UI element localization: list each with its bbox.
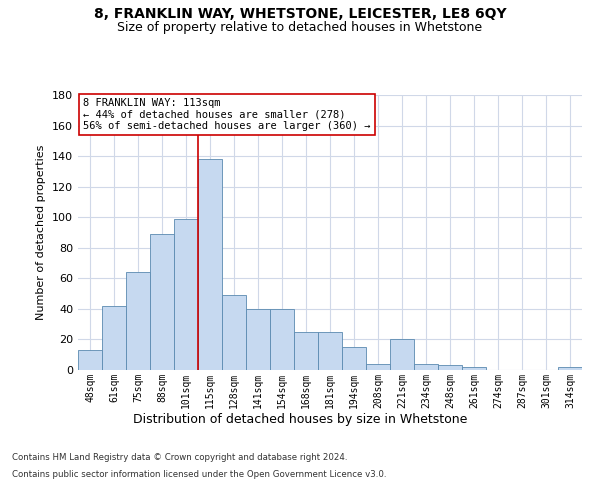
Bar: [150, 234, 174, 370]
Text: 8 FRANKLIN WAY: 113sqm
← 44% of detached houses are smaller (278)
56% of semi-de: 8 FRANKLIN WAY: 113sqm ← 44% of detached…: [83, 98, 371, 131]
Bar: [366, 364, 390, 370]
Bar: [294, 332, 318, 370]
Bar: [462, 367, 486, 370]
Bar: [198, 159, 222, 370]
Bar: [558, 367, 582, 370]
Bar: [438, 366, 462, 370]
Bar: [102, 306, 126, 370]
Text: Distribution of detached houses by size in Whetstone: Distribution of detached houses by size …: [133, 412, 467, 426]
Text: Size of property relative to detached houses in Whetstone: Size of property relative to detached ho…: [118, 21, 482, 34]
Text: Contains public sector information licensed under the Open Government Licence v3: Contains public sector information licen…: [12, 470, 386, 479]
Bar: [246, 309, 270, 370]
Bar: [270, 309, 294, 370]
Bar: [390, 340, 414, 370]
Bar: [174, 219, 198, 370]
Bar: [222, 295, 246, 370]
Bar: [78, 350, 102, 370]
Y-axis label: Number of detached properties: Number of detached properties: [37, 145, 46, 320]
Text: Contains HM Land Registry data © Crown copyright and database right 2024.: Contains HM Land Registry data © Crown c…: [12, 452, 347, 462]
Bar: [318, 332, 342, 370]
Bar: [414, 364, 438, 370]
Text: 8, FRANKLIN WAY, WHETSTONE, LEICESTER, LE8 6QY: 8, FRANKLIN WAY, WHETSTONE, LEICESTER, L…: [94, 8, 506, 22]
Bar: [126, 272, 150, 370]
Bar: [342, 347, 366, 370]
